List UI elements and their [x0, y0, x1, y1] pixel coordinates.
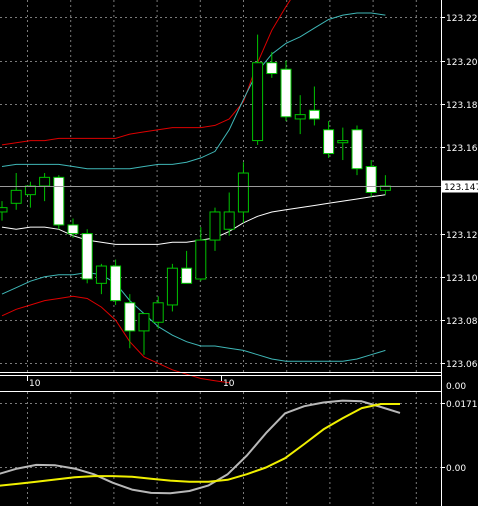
candlestick	[351, 125, 363, 176]
main-price-panel[interactable]: 123.225 123.205 123.185 123.165 123.125 123.1…	[0, 0, 478, 384]
candlestick	[337, 127, 349, 161]
time-label: 10	[223, 379, 235, 389]
moving-average-line	[1, 194, 386, 245]
candlestick	[195, 227, 207, 282]
candlestick	[152, 296, 164, 329]
candle-body	[138, 313, 150, 332]
candle-body	[209, 211, 221, 241]
oscillator-lines	[0, 399, 401, 495]
candle-body	[53, 176, 65, 226]
candle-body	[308, 109, 320, 120]
time-label: 10	[29, 379, 41, 389]
candlestick	[252, 34, 264, 145]
candle-body	[95, 265, 107, 284]
oscillator-panel[interactable]: 0.0171 0.00	[0, 391, 478, 506]
candlestick	[294, 95, 306, 135]
candle-body	[152, 302, 164, 323]
candlestick	[0, 201, 8, 221]
candle-body	[24, 185, 36, 196]
oscillator-tick-label: 0.00	[446, 464, 466, 474]
candlestick	[124, 294, 136, 349]
candle-body	[223, 211, 235, 230]
candle-body	[0, 207, 8, 213]
candlestick	[181, 250, 193, 284]
candle-body	[39, 176, 51, 187]
candle-body	[10, 189, 22, 204]
price-tick-label: 123.065	[446, 360, 478, 370]
candlestick	[110, 259, 122, 305]
candlestick	[237, 162, 249, 223]
price-tick-label: 123.165	[446, 144, 478, 154]
upper-outer-band-line	[1, 0, 291, 146]
candlestick	[67, 218, 79, 238]
time-axis: 10 10 0.00	[0, 372, 466, 392]
candle-body	[181, 267, 193, 284]
candlestick	[138, 313, 150, 355]
candlestick	[53, 175, 65, 230]
candlestick	[308, 86, 320, 126]
candle-body	[280, 68, 292, 118]
oscillator-tick-label: 0.0171	[446, 400, 478, 410]
candle-body	[323, 129, 335, 155]
candlestick	[10, 173, 22, 210]
candle-body	[195, 239, 207, 280]
candle-body	[110, 265, 122, 302]
price-tick-label: 123.085	[446, 317, 478, 327]
candle-body	[252, 62, 264, 142]
candle-body	[266, 62, 278, 75]
candle-body	[67, 224, 79, 235]
candlestick	[365, 160, 377, 197]
upper-inner-band-line	[1, 12, 386, 170]
candlestick	[81, 229, 93, 284]
oscillator-fast-line	[0, 399, 401, 495]
candlestick	[95, 263, 107, 295]
candle-body	[237, 172, 249, 213]
candle-body	[337, 140, 349, 144]
current-price-label: 123.147	[444, 183, 478, 193]
candlestick	[280, 60, 292, 122]
candle-body	[365, 166, 377, 193]
candle-body	[351, 129, 363, 170]
price-axis[interactable]: 123.225 123.205 123.185 123.165 123.125 123.1…	[0, 14, 478, 370]
current-price-tag	[442, 180, 478, 193]
candlestick	[323, 121, 335, 158]
candlestick-series	[0, 34, 391, 355]
price-tick-label: 123.185	[446, 101, 478, 111]
oscillator-slow-line	[0, 403, 400, 487]
price-tick-label: 123.205	[446, 58, 478, 68]
candle-body	[81, 233, 93, 280]
candle-body	[124, 302, 136, 332]
price-tick-label: 123.125	[446, 231, 478, 241]
price-tick-label: 123.105	[446, 274, 478, 284]
candle-body	[166, 267, 178, 306]
price-tick-label: 123.225	[446, 14, 478, 24]
candlestick	[209, 207, 221, 251]
bands-indicator	[1, 0, 386, 384]
candlestick	[266, 51, 278, 78]
lower-inner-band-line	[1, 271, 386, 362]
candle-body	[294, 114, 306, 120]
candlestick	[166, 263, 178, 312]
candlestick	[223, 192, 235, 236]
oscillator-axis-zero-label: 0.00	[446, 382, 466, 392]
